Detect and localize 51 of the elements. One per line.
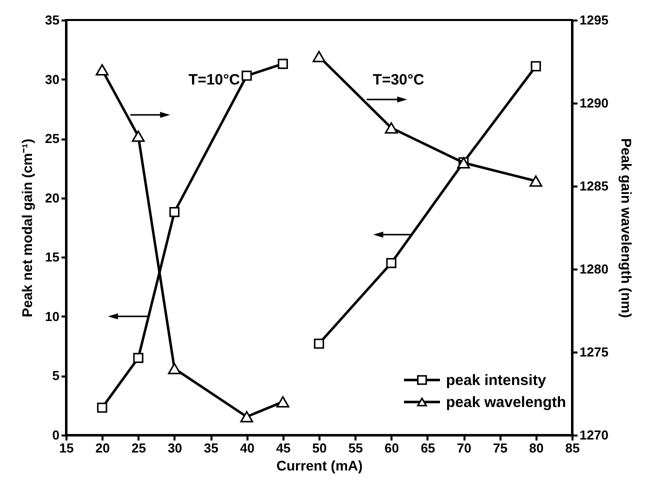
legend-label: peak wavelength [446,394,566,411]
point [168,362,181,374]
y-tick-label: 0 [52,428,60,442]
annotation: T=30°C [372,71,424,88]
x-tick-label: 70 [456,440,472,456]
point [530,61,541,72]
point [133,352,144,364]
y2-tick-label: 1280 [580,262,608,276]
x-tick-label: 60 [384,440,400,456]
point [97,402,108,413]
x-tick-label: 65 [420,440,436,456]
y2-tick-label: 1295 [580,12,608,28]
y-tick-label: 15 [45,250,60,265]
point [276,396,290,408]
x-tick-label: 55 [348,440,363,456]
point [240,411,254,422]
point [386,258,396,268]
point [169,207,180,218]
y-tick-label: 25 [45,131,60,146]
y2-tick-label: 1275 [580,344,608,360]
point [132,130,145,142]
x-tick-label: 50 [312,440,327,456]
x-tick-label: 30 [168,440,182,456]
legend-label: peak intensity [446,372,547,389]
point [529,175,542,187]
x-tick-label: 35 [204,440,218,456]
y2-tick-label: 1270 [580,428,608,442]
y-axis-title: Peak net modal gain (cm⁻¹) [19,138,36,318]
x-tick-label: 20 [95,440,110,456]
y-tick-label: 5 [52,368,60,384]
x-tick-label: 40 [240,440,254,456]
y2-tick-label: 1285 [580,178,608,194]
x-tick-label: 75 [492,440,508,456]
x-tick-label: 25 [132,440,146,456]
x-tick-label: 45 [276,440,291,456]
x-tick-label: 80 [529,440,544,456]
x-tick-label: 85 [565,440,580,456]
annotation: T=10°C [188,71,240,88]
point [314,338,324,349]
point [312,50,326,62]
point [384,122,398,134]
x-axis-title: Current (mA) [276,458,363,474]
point [242,70,252,81]
y2-tick-label: 1290 [580,96,608,110]
y-tick-label: 35 [45,12,60,28]
y-tick-label: 10 [45,308,60,324]
y2-axis-title: Peak gain wavelength (nm) [618,138,634,318]
point [278,58,288,69]
y-tick-label: 30 [45,72,60,87]
point [96,64,109,76]
y-tick-label: 20 [45,190,60,206]
